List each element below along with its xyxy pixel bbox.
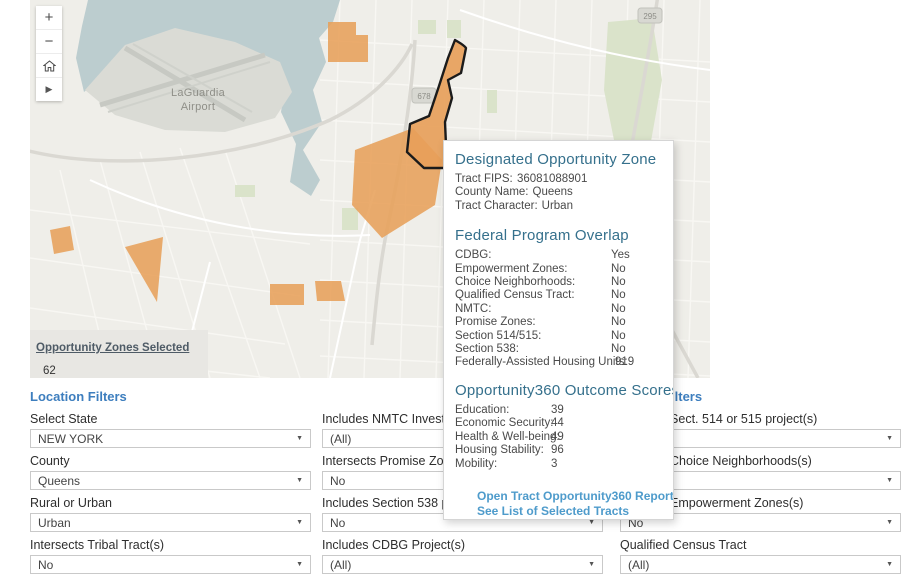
chevron-down-icon: ▼: [886, 477, 893, 484]
select-state-dropdown[interactable]: NEW YORK ▼: [30, 429, 311, 448]
zones-selected-panel: Opportunity Zones Selected 62: [30, 330, 208, 378]
home-button[interactable]: [36, 54, 62, 78]
dropdown-value: No: [330, 474, 345, 488]
score-row: Economic Security:44: [455, 417, 662, 430]
airport-label-line2: Airport: [181, 101, 216, 113]
federal-row: CDBG:Yes: [455, 249, 662, 262]
federal-overlap-title: Federal Program Overlap: [455, 227, 662, 245]
filter-label: Qualified Census Tract: [620, 538, 901, 554]
outcome-scores-title: Opportunity360 Outcome Scores: [455, 382, 662, 400]
federal-row: Section 538:No: [455, 343, 662, 356]
federal-row: Empowerment Zones:No: [455, 263, 662, 276]
filter-qualified-census-tract: Qualified Census Tract (All) ▼: [620, 538, 901, 574]
map-toolbar: + − ▶: [36, 6, 62, 101]
highway-shield-678: 678: [412, 88, 436, 103]
chevron-down-icon: ▼: [886, 561, 893, 568]
filter-rural-urban: Rural or Urban Urban ▼: [30, 496, 311, 532]
dropdown-value: NEW YORK: [38, 432, 103, 446]
score-row: Mobility:3: [455, 458, 662, 471]
zoom-in-button[interactable]: +: [36, 6, 62, 30]
federal-row: Federally-Assisted Housing Units:919: [455, 356, 662, 369]
tooltip-info-row: Tract Character: Urban: [455, 200, 662, 213]
opportunity-zone-polygon: [315, 281, 345, 301]
home-icon: [43, 60, 56, 72]
score-row: Health & Well-being:49: [455, 431, 662, 444]
score-row: Education:39: [455, 404, 662, 417]
dropdown-value: (All): [330, 558, 351, 572]
dropdown-value: No: [38, 558, 53, 572]
chevron-down-icon: ▼: [588, 519, 595, 526]
county-dropdown[interactable]: Queens ▼: [30, 471, 311, 490]
federal-row: Promise Zones:No: [455, 316, 662, 329]
dropdown-value: No: [330, 516, 345, 530]
location-filters-title: Location Filters: [30, 389, 127, 404]
chevron-down-icon: ▼: [886, 519, 893, 526]
info-value: 36081088901: [517, 173, 587, 186]
tooltip-info-row: County Name: Queens: [455, 186, 662, 199]
federal-row: Section 514/515:No: [455, 330, 662, 343]
cdbg-dropdown[interactable]: (All) ▼: [322, 555, 603, 574]
tribal-tract-dropdown[interactable]: No ▼: [30, 555, 311, 574]
highway-shield-295: 295: [638, 8, 662, 23]
info-label: Tract FIPS:: [455, 173, 517, 186]
info-value: Urban: [542, 200, 573, 213]
federal-row: NMTC:No: [455, 303, 662, 316]
chevron-down-icon: ▼: [886, 435, 893, 442]
opportunity-zones-selected-link[interactable]: Opportunity Zones Selected: [36, 342, 189, 354]
filter-tribal-tract: Intersects Tribal Tract(s) No ▼: [30, 538, 311, 574]
dropdown-value: (All): [330, 432, 351, 446]
zoom-out-button[interactable]: −: [36, 30, 62, 54]
chevron-down-icon: ▼: [296, 561, 303, 568]
dropdown-value: Urban: [38, 516, 71, 530]
tooltip-title: Designated Opportunity Zone: [455, 151, 662, 169]
expand-toolbar-button[interactable]: ▶: [36, 78, 62, 101]
info-value: Queens: [533, 186, 573, 199]
open-tract-report-link[interactable]: Open Tract Opportunity360 Report: [477, 489, 662, 504]
opportunity-zone-polygon: [270, 284, 304, 305]
svg-text:295: 295: [643, 12, 657, 21]
filter-select-state: Select State NEW YORK ▼: [30, 412, 311, 448]
filter-label: Select State: [30, 412, 311, 428]
filter-county: County Queens ▼: [30, 454, 311, 490]
filter-cdbg: Includes CDBG Project(s) (All) ▼: [322, 538, 603, 574]
opportunity-zone-polygon: [50, 226, 74, 254]
chevron-down-icon: ▼: [296, 435, 303, 442]
filter-label: County: [30, 454, 311, 470]
qualified-census-tract-dropdown[interactable]: (All) ▼: [620, 555, 901, 574]
svg-text:678: 678: [417, 92, 431, 101]
federal-row: Choice Neighborhoods:No: [455, 276, 662, 289]
chevron-down-icon: ▼: [296, 477, 303, 484]
airport-label: LaGuardia: [171, 87, 226, 99]
info-label: County Name:: [455, 186, 529, 199]
filter-label: Includes CDBG Project(s): [322, 538, 603, 554]
info-label: Tract Character:: [455, 200, 538, 213]
federal-row: Qualified Census Tract:No: [455, 289, 662, 302]
rural-urban-dropdown[interactable]: Urban ▼: [30, 513, 311, 532]
filter-label: Rural or Urban: [30, 496, 311, 512]
tooltip-info-row: Tract FIPS: 36081088901: [455, 173, 662, 186]
chevron-down-icon: ▼: [588, 561, 595, 568]
selected-zones-count: 62: [43, 365, 202, 377]
see-selected-tracts-link[interactable]: See List of Selected Tracts: [477, 504, 662, 519]
score-row: Housing Stability:96: [455, 444, 662, 457]
dropdown-value: Queens: [38, 474, 80, 488]
dropdown-value: (All): [628, 558, 649, 572]
tract-tooltip: Designated Opportunity Zone Tract FIPS: …: [443, 140, 674, 520]
chevron-down-icon: ▼: [296, 519, 303, 526]
filter-label: Intersects Tribal Tract(s): [30, 538, 311, 554]
